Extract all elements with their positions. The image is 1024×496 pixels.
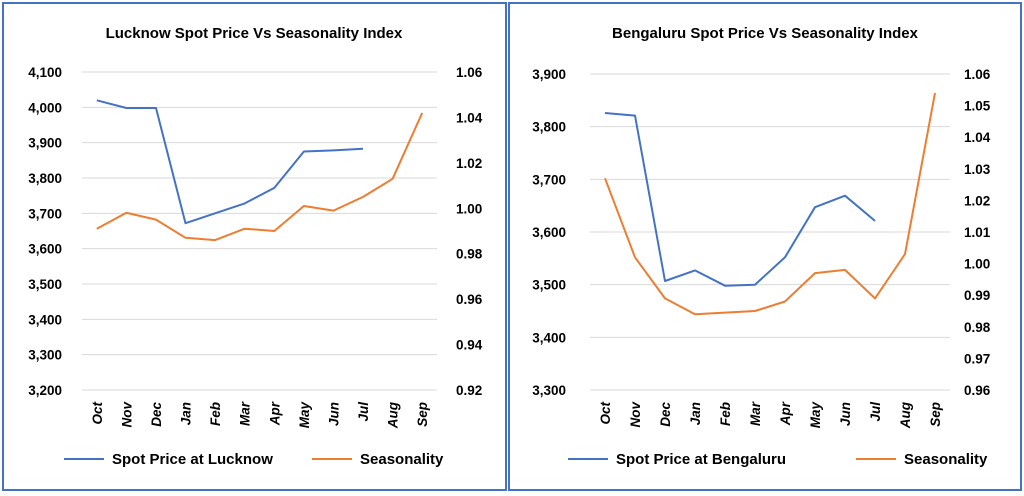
x-tick-label: Jun: [838, 402, 853, 426]
series-line-seasonality: [604, 92, 936, 316]
bengaluru-chart-panel: Bengaluru Spot Price Vs Seasonality Inde…: [508, 2, 1022, 491]
legend-label: Seasonality: [360, 451, 444, 468]
right-y-tick-label: 0.98: [456, 247, 483, 262]
right-y-tick-label: 0.97: [964, 351, 990, 366]
lucknow-chart: Lucknow Spot Price Vs Seasonality Index …: [28, 25, 483, 468]
right-y-tick-label: 1.04: [964, 130, 991, 145]
x-tick-label: Sep: [928, 402, 943, 427]
left-y-tick-label: 3,300: [532, 383, 566, 398]
right-y-tick-label: 0.98: [964, 320, 991, 335]
x-tick-label: Aug: [386, 401, 401, 429]
series-line-spot-price: [96, 99, 364, 225]
left-y-tick-label: 3,500: [532, 278, 566, 293]
right-y-tick-label: 1.02: [964, 193, 990, 208]
right-y-tick-label: 0.92: [456, 383, 482, 398]
right-y-tick-label: 1.05: [964, 99, 991, 114]
series-line-seasonality: [96, 112, 424, 242]
x-tick-label: Oct: [90, 402, 105, 425]
left-y-tick-label: 3,700: [28, 206, 62, 221]
x-tick-label: Mar: [748, 401, 763, 426]
chart-title: Lucknow Spot Price Vs Seasonality Index: [106, 25, 403, 42]
legend-label: Seasonality: [904, 451, 988, 468]
x-tick-label: Dec: [149, 402, 164, 427]
lucknow-chart-panel: Lucknow Spot Price Vs Seasonality Index …: [2, 2, 507, 491]
left-y-tick-label: 3,400: [28, 312, 62, 327]
x-tick-label: Sep: [415, 402, 430, 427]
x-tick-label: Jul: [868, 402, 883, 422]
chart-title: Bengaluru Spot Price Vs Seasonality Inde…: [612, 25, 919, 42]
left-y-tick-label: 3,600: [28, 242, 62, 257]
x-tick-label: Jan: [688, 402, 703, 425]
right-y-tick-label: 1.00: [456, 201, 482, 216]
x-tick-label: Apr: [267, 401, 282, 426]
left-y-tick-label: 3,900: [532, 67, 566, 82]
x-tick-label: Aug: [898, 401, 913, 429]
right-y-tick-label: 1.03: [964, 162, 991, 177]
x-tick-label: Apr: [778, 401, 793, 426]
x-tick-label: Mar: [238, 401, 253, 426]
left-y-tick-label: 3,200: [28, 383, 62, 398]
left-y-tick-label: 4,000: [28, 100, 62, 115]
bengaluru-chart: Bengaluru Spot Price Vs Seasonality Inde…: [532, 25, 991, 468]
right-y-tick-label: 1.04: [456, 110, 483, 125]
right-y-tick-label: 1.06: [964, 67, 991, 82]
left-y-tick-label: 3,300: [28, 348, 62, 363]
left-y-tick-label: 3,600: [532, 225, 566, 240]
x-tick-label: May: [297, 401, 312, 429]
right-y-tick-label: 1.06: [456, 65, 483, 80]
right-y-tick-label: 0.94: [456, 338, 483, 353]
series-line-spot-price: [604, 112, 876, 287]
right-y-tick-label: 1.01: [964, 225, 991, 240]
x-tick-label: Feb: [208, 402, 223, 426]
right-y-tick-label: 0.96: [964, 383, 991, 398]
left-y-tick-label: 3,800: [28, 171, 62, 186]
left-y-tick-label: 3,400: [532, 330, 566, 345]
left-y-tick-label: 3,500: [28, 277, 62, 292]
right-y-tick-label: 0.99: [964, 288, 990, 303]
x-tick-label: Nov: [628, 401, 643, 428]
right-y-tick-label: 1.02: [456, 156, 482, 171]
left-y-tick-label: 3,800: [532, 120, 566, 135]
legend-label: Spot Price at Bengaluru: [616, 451, 786, 468]
x-tick-label: Dec: [658, 402, 673, 427]
right-y-tick-label: 1.00: [964, 257, 990, 272]
left-y-tick-label: 4,100: [28, 65, 62, 80]
left-y-tick-label: 3,900: [28, 136, 62, 151]
x-tick-label: Oct: [598, 402, 613, 425]
x-tick-label: Jul: [356, 402, 371, 422]
x-tick-label: Feb: [718, 402, 733, 426]
x-tick-label: May: [808, 401, 823, 429]
left-y-tick-label: 3,700: [532, 172, 566, 187]
x-tick-label: Nov: [119, 401, 134, 428]
x-tick-label: Jan: [179, 402, 194, 425]
right-y-tick-label: 0.96: [456, 292, 483, 307]
legend-label: Spot Price at Lucknow: [112, 451, 273, 468]
x-tick-label: Jun: [326, 402, 341, 426]
